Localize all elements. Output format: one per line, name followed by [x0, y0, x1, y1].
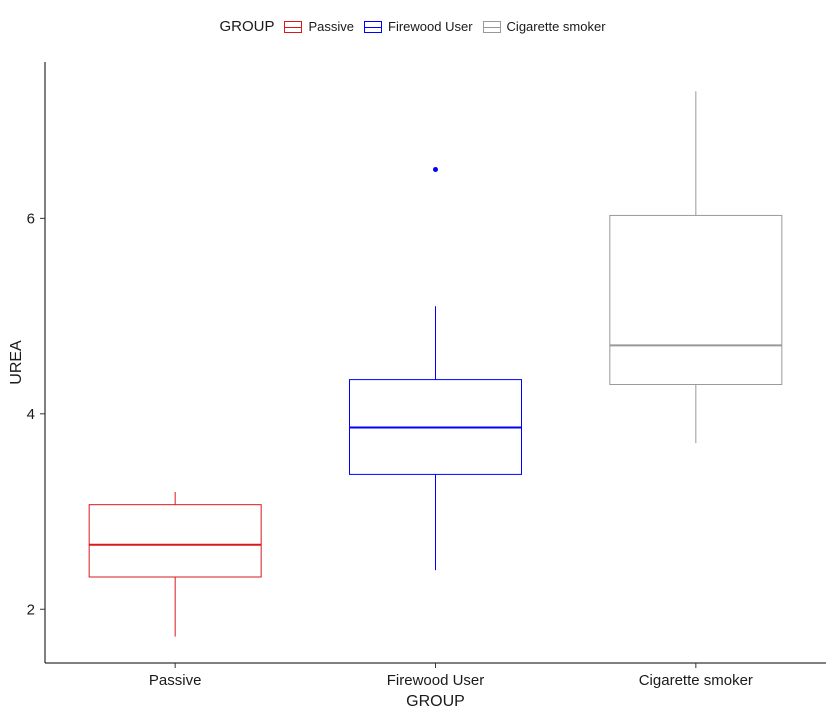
x-tick-label-cigarette-smoker: Cigarette smoker	[639, 672, 753, 689]
legend-item-firewood-user: Firewood User	[364, 19, 473, 34]
box-passive	[88, 491, 262, 637]
legend-item-cigarette-smoker: Cigarette smoker	[482, 19, 606, 34]
iqr-box-passive	[88, 504, 262, 578]
chart-legend: GROUP Passive Firewood User Cigarette sm…	[0, 18, 835, 35]
legend-key-firewood-user	[364, 20, 383, 33]
y-axis-title: UREA	[8, 340, 25, 385]
y-tick-label: 4	[27, 406, 35, 423]
legend-title: GROUP	[219, 18, 275, 35]
box-cigarette-smoker	[609, 91, 783, 444]
y-tick-label: 6	[27, 210, 35, 227]
legend-label-passive: Passive	[308, 19, 355, 34]
x-axis-title: GROUP	[406, 693, 465, 710]
legend-key-passive	[284, 20, 303, 33]
legend-label-firewood-user: Firewood User	[388, 19, 473, 34]
iqr-box-cigarette-smoker	[609, 214, 783, 385]
y-tick-label: 2	[27, 601, 35, 618]
x-axis-ticks: Passive Firewood User Cigarette smoker	[149, 663, 753, 689]
plot-area	[88, 91, 783, 637]
legend-item-passive: Passive	[284, 19, 354, 34]
x-tick-label-passive: Passive	[149, 672, 202, 689]
y-axis-ticks: 2 4 6	[27, 210, 45, 618]
legend-key-cigarette-smoker	[482, 20, 501, 33]
box-firewood-user	[349, 166, 522, 571]
outlier-point-firewood-user	[433, 166, 438, 172]
x-tick-label-firewood-user: Firewood User	[387, 672, 485, 689]
legend-label-cigarette-smoker: Cigarette smoker	[506, 19, 606, 34]
